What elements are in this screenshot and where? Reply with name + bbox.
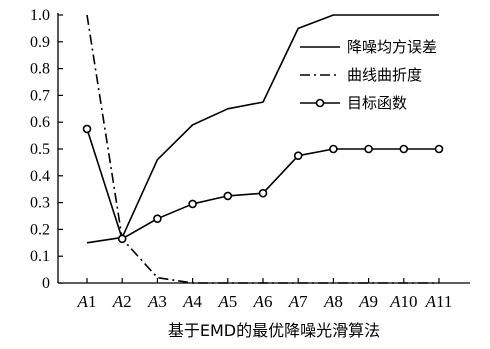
data-point (223, 191, 233, 201)
series-line-3 (86, 128, 439, 240)
data-point (434, 144, 444, 154)
x-tick-label: A11 (425, 292, 453, 311)
y-tick-label: 0.8 (30, 61, 50, 78)
data-point (188, 199, 197, 209)
y-tick-label: 0.4 (30, 168, 50, 185)
data-point (329, 144, 338, 154)
y-tick-label: 0.1 (30, 248, 50, 265)
data-point (117, 234, 127, 244)
x-tick-label: A6 (253, 292, 273, 311)
y-axis-ticks: 0 0.1 0.2 0.3 0.4 0.5 0.6 0.7 0.8 0.9 1.0 (30, 7, 63, 292)
y-tick-label: 0.9 (30, 34, 50, 51)
legend-label: 曲线曲折度 (347, 66, 422, 84)
legend-marker (315, 98, 325, 108)
data-point (364, 144, 373, 154)
x-tick-label: A7 (288, 292, 308, 311)
y-tick-label: 0.7 (30, 87, 50, 104)
series-group (82, 14, 444, 284)
x-tick-label: A9 (358, 292, 378, 311)
data-point (153, 214, 162, 223)
y-tick-label: 0.5 (30, 141, 50, 158)
data-point (82, 124, 92, 134)
x-tick-label: A5 (217, 292, 237, 311)
data-point (258, 188, 268, 198)
legend-label: 降噪均方误差 (347, 38, 437, 56)
series-line-1 (86, 14, 439, 244)
legend-label: 目标函数 (347, 94, 407, 112)
series-line-2 (86, 14, 439, 284)
x-tick-label: A4 (182, 292, 202, 311)
y-tick-label: 1.0 (30, 7, 50, 24)
x-tick-label: A10 (389, 292, 417, 311)
x-tick-label: A8 (323, 292, 343, 311)
x-axis-ticks: A1 A2 A3 A4 A5 A6 A7 A8 A9 A10 A11 (77, 278, 453, 311)
y-tick-label: 0.3 (30, 195, 50, 212)
x-tick-label: A3 (147, 292, 167, 311)
y-tick-label: 0.2 (30, 221, 50, 238)
y-tick-label: 0 (42, 275, 50, 292)
x-axis-label: 基于EMD的最优降噪光滑算法 (168, 321, 380, 340)
data-point (293, 151, 303, 160)
data-point (399, 144, 409, 154)
x-tick-label: A1 (77, 292, 97, 311)
x-tick-label: A2 (112, 292, 132, 311)
y-tick-label: 0.6 (30, 114, 50, 131)
